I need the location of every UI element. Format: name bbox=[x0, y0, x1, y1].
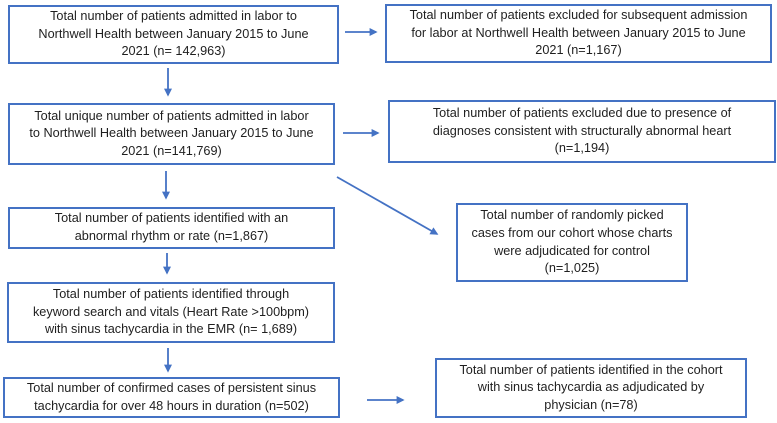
arrow-unique-to-random-control bbox=[336, 176, 439, 235]
box-unique-admitted: Total unique number of patients admitted… bbox=[8, 103, 335, 165]
box-adjudicated-physician: Total number of patients identified in t… bbox=[435, 358, 747, 418]
box-keyword-vitals: Total number of patients identified thro… bbox=[7, 282, 335, 343]
box-abnormal-rhythm: Total number of patients identified with… bbox=[8, 207, 335, 249]
box-excluded-subsequent: Total number of patients excluded for su… bbox=[385, 4, 772, 63]
box-random-control: Total number of randomly picked cases fr… bbox=[456, 203, 688, 282]
box-admitted-total: Total number of patients admitted in lab… bbox=[8, 5, 339, 64]
box-excluded-structural: Total number of patients excluded due to… bbox=[388, 100, 776, 163]
box-confirmed-persistent: Total number of confirmed cases of persi… bbox=[3, 377, 340, 418]
